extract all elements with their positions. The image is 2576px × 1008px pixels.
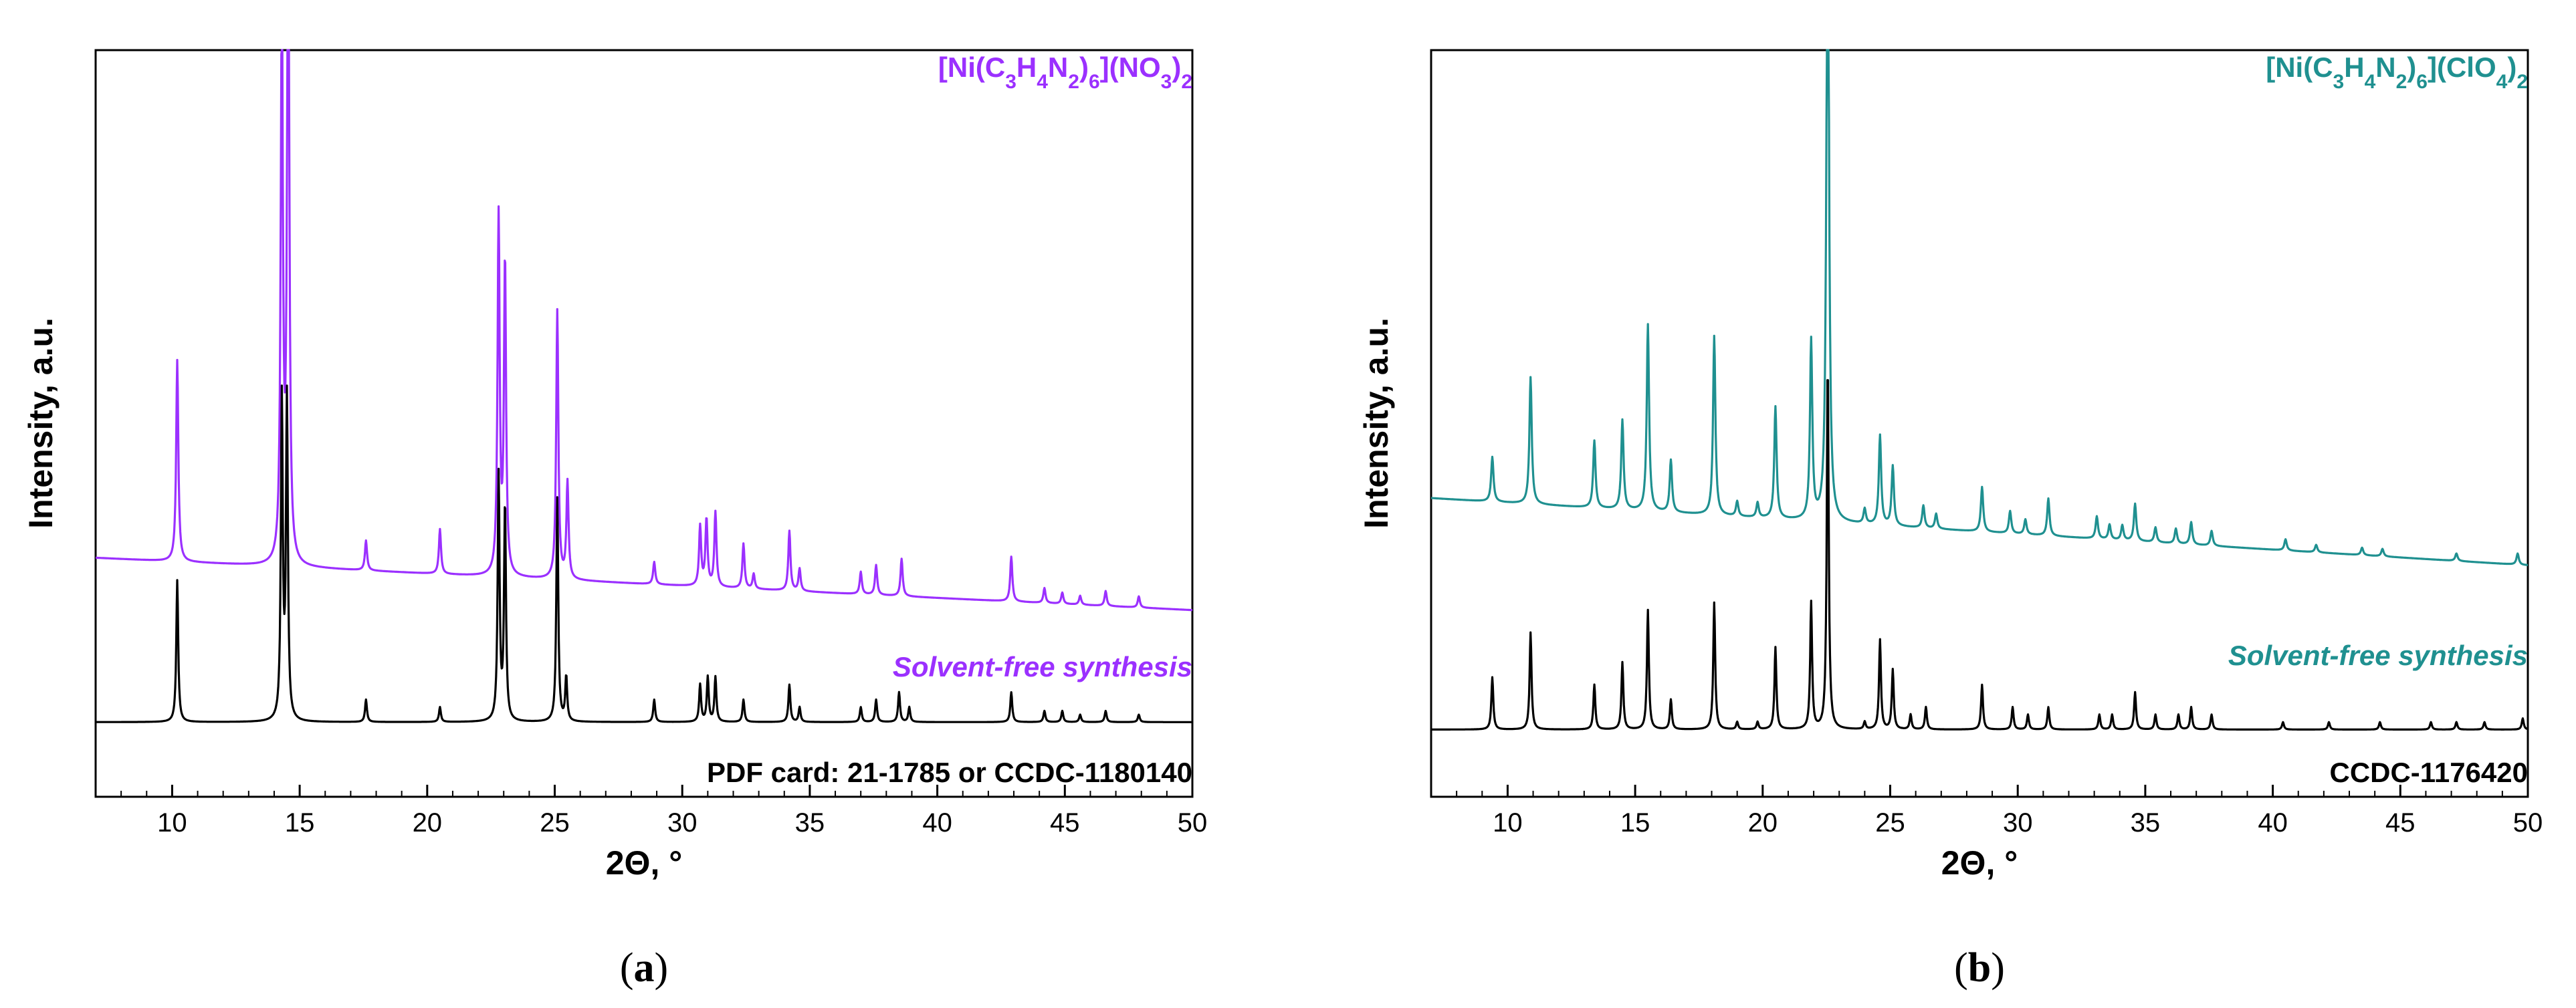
formula-part-a-4: N	[1048, 51, 1068, 83]
formula-part-b-3: 4	[2365, 71, 2376, 93]
x-tick-label-a-8: 50	[1178, 808, 1208, 838]
x-tick-label-b-8: 50	[2513, 808, 2543, 838]
formula-part-a-10: )	[1172, 51, 1181, 83]
panel-caption-b: (b)	[1954, 945, 2005, 991]
formula-part-a-9: 3	[1161, 71, 1172, 93]
formula-part-b-6: )	[2407, 51, 2416, 83]
compound-formula-b: [Ni(C3H4N2)6](ClO4)2	[2266, 51, 2528, 93]
y-axis-title-b: Intensity, a.u.	[1358, 318, 1395, 529]
series-label-a-0: Solvent-free synthesis	[893, 651, 1192, 682]
formula-part-a-7: 6	[1089, 71, 1100, 93]
formula-part-a-11: 2	[1181, 71, 1192, 93]
x-axis-title-b: 2Θ, °	[1941, 844, 2018, 882]
formula-part-b-7: 6	[2416, 71, 2428, 93]
x-tick-label-a-7: 45	[1050, 808, 1080, 838]
x-tick-label-b-6: 40	[2258, 808, 2288, 838]
y-axis-title-a: Intensity, a.u.	[22, 318, 60, 529]
x-tick-label-a-6: 40	[922, 808, 952, 838]
series-line-a-0	[95, 49, 1193, 612]
x-tick-label-b-2: 20	[1748, 808, 1778, 838]
x-tick-label-b-3: 25	[1875, 808, 1905, 838]
series-line-a-1	[95, 384, 1193, 723]
panel-letter-b: b	[1968, 945, 1991, 991]
formula-part-a-6: )	[1079, 51, 1089, 83]
series-line-b-1	[1430, 379, 2529, 731]
formula-part-b-1: 3	[2333, 71, 2345, 93]
compound-formula-a: [Ni(C3H4N2)6](NO3)2	[938, 51, 1192, 93]
x-ticks-a: 10 15 20 25 30 35 40 45 50	[95, 785, 1208, 838]
formula-part-b-2: H	[2344, 51, 2364, 83]
series-line-b-0	[1430, 49, 2529, 566]
x-tick-label-a-3: 25	[540, 808, 570, 838]
panel-caption-a: (a)	[620, 945, 668, 991]
x-tick-label-a-0: 10	[157, 808, 187, 838]
formula-part-b-11: 2	[2516, 71, 2528, 93]
plot-frame-b	[1430, 49, 2529, 798]
series-label-a-1: PDF card: 21-1785 or CCDC-1180140	[707, 757, 1192, 788]
formula-part-b-10: )	[2507, 51, 2516, 83]
x-tick-label-b-7: 45	[2385, 808, 2416, 838]
series-label-b-0: Solvent-free synthesis	[2228, 640, 2528, 671]
formula-part-b-5: 2	[2396, 71, 2407, 93]
formula-part-b-4: N	[2375, 51, 2395, 83]
x-tick-label-b-1: 15	[1620, 808, 1650, 838]
formula-part-a-8: ](NO	[1100, 51, 1161, 83]
x-ticks-b: 10 15 20 25 30 35 40 45 50	[1430, 785, 2543, 838]
formula-part-b-8: ](ClO	[2428, 51, 2496, 83]
x-tick-label-a-2: 20	[413, 808, 443, 838]
series-a	[95, 49, 1193, 723]
x-axis-title-a: 2Θ, °	[606, 844, 682, 882]
x-tick-label-a-5: 35	[795, 808, 825, 838]
panel-a: 10 15 20 25 30 35 40 45 50 [Ni(C3H4N2)6](NO3)2 S…	[22, 49, 1208, 991]
formula-part-a-2: H	[1016, 51, 1037, 83]
x-tick-label-b-0: 10	[1493, 808, 1523, 838]
formula-part-a-0: [Ni(C	[938, 51, 1005, 83]
formula-part-a-5: 2	[1068, 71, 1079, 93]
formula-part-b-9: 4	[2496, 71, 2508, 93]
x-tick-label-b-4: 30	[2003, 808, 2033, 838]
series-label-b-1: CCDC-1176420	[2329, 757, 2528, 788]
formula-part-a-3: 4	[1037, 71, 1048, 93]
x-tick-label-a-1: 15	[285, 808, 315, 838]
x-tick-label-b-5: 35	[2131, 808, 2161, 838]
panel-letter-a: a	[634, 945, 655, 991]
panel-b: 10 15 20 25 30 35 40 45 50 [Ni(C3H4N2)6](ClO4)2 …	[1358, 49, 2543, 991]
formula-part-a-1: 3	[1005, 71, 1016, 93]
formula-part-b-0: [Ni(C	[2266, 51, 2333, 83]
series-b	[1430, 49, 2529, 731]
x-tick-label-a-4: 30	[667, 808, 697, 838]
plot-frame-a	[94, 49, 1194, 798]
